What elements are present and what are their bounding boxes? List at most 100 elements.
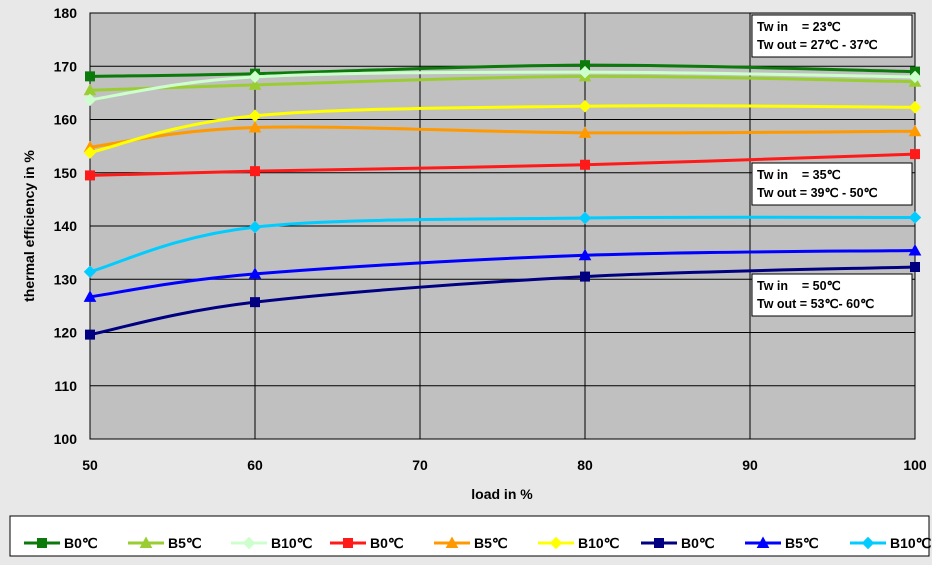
legend-label: B5℃ [785,535,819,551]
legend-label: B5℃ [168,535,202,551]
legend-label: B10℃ [890,535,932,551]
data-point [578,211,592,225]
legend-label: B5℃ [474,535,508,551]
x-tick-label: 60 [247,457,263,473]
plot-border [89,12,916,440]
legend-marker [139,536,153,548]
legend-item-4: B0℃ [330,535,404,551]
annotation-frame [751,14,913,58]
annotation-line: Tw in = 23℃ [757,20,841,34]
data-point [248,120,262,133]
annotation-frame [751,162,913,206]
x-tick-label: 80 [577,457,593,473]
annotation-line: Tw in = 35℃ [757,168,841,182]
data-point [908,124,922,137]
legend-item-1: B0℃ [24,535,98,551]
data-point [580,271,590,282]
legend-marker [756,536,770,548]
data-point [908,211,922,224]
x-axis-title: load in % [471,486,533,502]
series-line [89,104,916,154]
data-point [248,220,262,234]
data-point [908,243,922,256]
data-point [250,297,260,308]
series-6 [83,99,922,159]
data-point [85,170,95,181]
data-point [908,70,922,84]
y-tick-label: 160 [54,112,78,128]
data-point [83,93,97,107]
annotation-line: Tw out = 39℃ - 50℃ [757,186,878,200]
y-axis-title: thermal efficiency in % [21,150,37,302]
legend-item-2: B5℃ [128,535,202,551]
data-point [578,248,592,261]
legend-box [9,515,930,557]
y-tick-label: 180 [54,5,78,21]
legend-label: B10℃ [271,535,313,551]
series-line [89,70,916,102]
data-point [83,146,97,159]
series-line [89,152,916,177]
legend-label: B0℃ [64,535,98,551]
series-4 [85,149,920,181]
series-9 [83,211,922,279]
series-line [89,125,916,149]
legend-marker [343,538,353,548]
data-point [248,78,262,90]
data-point [910,149,920,160]
legend-item-9: B10℃ [850,535,932,551]
data-point [578,99,592,113]
data-point [578,65,592,79]
data-point [248,267,262,279]
legend-label: B10℃ [578,535,620,551]
series-line [89,63,916,78]
legend: B0℃ B5℃ B10℃ B0℃ B5℃ B10℃ B0℃ B5℃ B10℃ [24,535,932,551]
series-layer [83,60,922,340]
data-point [910,262,920,273]
annotations: Tw in = 23℃ Tw out = 27℃ - 37℃ Tw in = 35℃… [751,14,913,317]
x-tick-label: 90 [742,457,758,473]
y-tick-label: 130 [54,271,78,287]
y-tick-label: 100 [54,431,78,447]
series-line [89,215,916,274]
data-point [908,101,922,114]
legend-marker [242,536,256,550]
legend-marker [549,536,563,550]
legend-item-6: B10℃ [538,535,620,551]
legend-marker [445,536,459,548]
annotation-box-1: Tw in = 23℃ Tw out = 27℃ - 37℃ [751,14,913,58]
annotation-line: Tw in = 50℃ [757,279,841,293]
legend-item-5: B5℃ [434,535,508,551]
data-point [83,290,97,302]
annotation-line: Tw out = 53℃- 60℃ [757,297,874,311]
legend-marker [37,538,47,548]
series-3 [83,65,922,107]
data-point [83,265,97,279]
tick-labels: 50 60 70 80 90 100 100 110 120 130 140 150 160 170 180 [54,5,927,473]
x-tick-label: 70 [412,457,428,473]
y-tick-label: 170 [54,58,78,74]
annotation-frame [751,273,913,317]
legend-item-8: B5℃ [745,535,819,551]
legend-marker [654,538,664,548]
legend-label: B0℃ [370,535,404,551]
x-tick-label: 100 [903,457,927,473]
series-8 [83,243,922,302]
series-line [89,248,916,299]
series-line [89,265,916,337]
data-point [248,109,262,122]
x-tick-label: 50 [82,457,98,473]
y-tick-label: 110 [54,378,77,394]
data-point [85,329,95,340]
annotation-line: Tw out = 27℃ - 37℃ [757,38,878,52]
series-7 [85,262,920,340]
y-tick-label: 120 [54,325,78,341]
y-tick-label: 140 [54,218,78,234]
data-point [248,70,262,84]
series-line [89,74,916,92]
data-point [580,159,590,170]
data-point [250,166,260,177]
y-tick-label: 150 [54,165,78,181]
